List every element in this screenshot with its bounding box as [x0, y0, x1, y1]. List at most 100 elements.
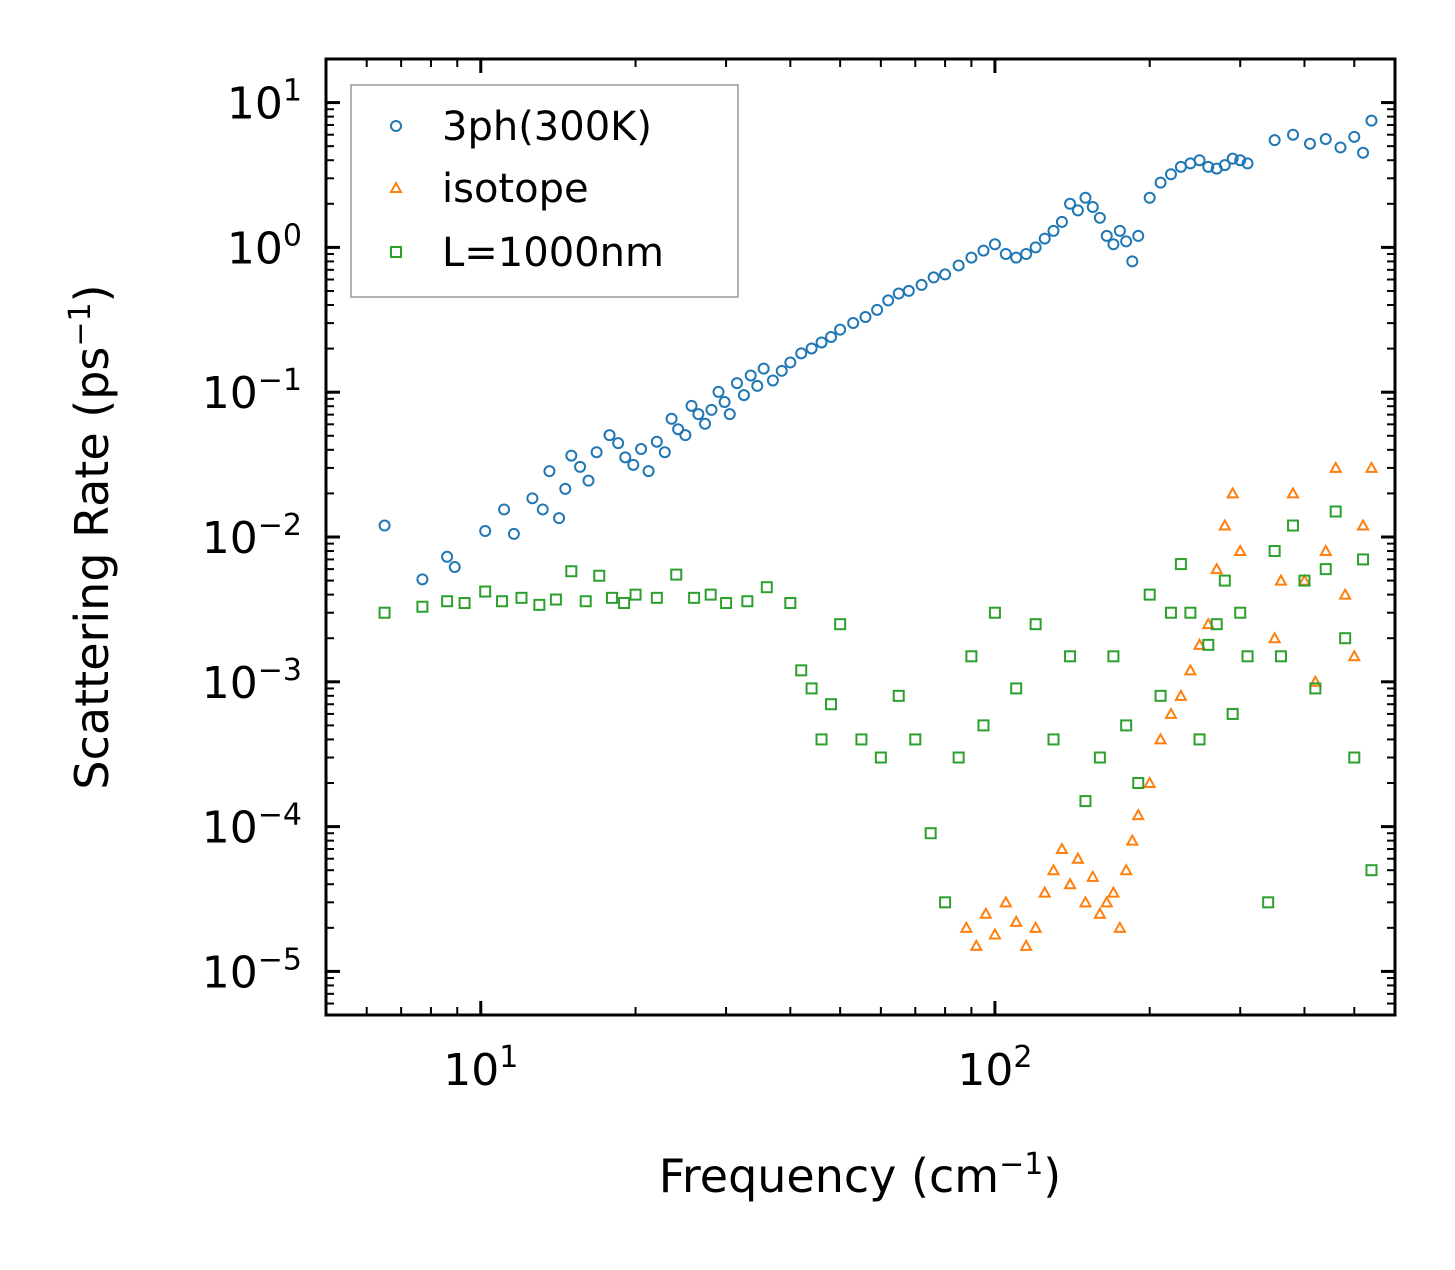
series-1: [959, 460, 1379, 951]
point-0-94: [1334, 141, 1347, 154]
point-2-56: [1226, 707, 1239, 720]
point-0-71: [1093, 211, 1106, 224]
point-0-58: [977, 244, 990, 257]
legend-entry-3ph: 3ph(300K): [390, 104, 652, 150]
point-2-59: [1262, 896, 1275, 909]
tick-labels: 101 102 101 100 10−1 10−2 10−3 10−4 10−5: [202, 74, 1033, 1096]
point-0-5: [498, 503, 511, 516]
point-2-54: [1210, 618, 1223, 631]
point-0-52: [902, 284, 915, 297]
point-1-15: [1093, 906, 1107, 919]
legend-marker-isotope: [389, 180, 403, 193]
point-1-14: [1086, 869, 1100, 882]
point-1-30: [1218, 518, 1232, 531]
y-tick-label: 10−3: [202, 653, 302, 709]
point-0-86: [1218, 159, 1231, 172]
legend-entry-isotope: isotope: [389, 166, 589, 212]
point-0-76: [1126, 255, 1139, 268]
point-0-49: [871, 303, 884, 316]
point-1-1: [969, 938, 983, 951]
point-0-8: [536, 503, 549, 516]
point-2-29: [874, 751, 887, 764]
point-2-22: [784, 597, 797, 610]
point-2-69: [1357, 553, 1370, 566]
point-0-37: [751, 379, 764, 392]
point-2-20: [741, 595, 754, 608]
point-0-96: [1357, 146, 1370, 159]
point-2-9: [565, 565, 578, 578]
point-2-3: [458, 597, 471, 610]
point-0-30: [705, 403, 718, 416]
point-2-41: [1064, 650, 1077, 663]
point-1-13: [1078, 895, 1093, 908]
y-tick-label: 10−5: [202, 942, 302, 998]
point-0-33: [723, 408, 736, 421]
point-2-46: [1132, 777, 1145, 790]
point-1-43: [1364, 460, 1379, 473]
point-2-58: [1241, 650, 1254, 663]
point-0-27: [685, 399, 698, 412]
point-0-31: [712, 385, 725, 398]
point-0-72: [1100, 229, 1113, 242]
point-0-90: [1268, 134, 1281, 147]
point-2-1: [416, 600, 429, 613]
point-1-7: [1028, 920, 1043, 933]
point-1-35: [1286, 486, 1300, 499]
point-0-50: [882, 294, 895, 307]
point-1-4: [999, 895, 1013, 908]
point-0-20: [635, 443, 648, 456]
point-2-28: [855, 733, 868, 746]
point-0-59: [988, 238, 1001, 251]
point-2-66: [1329, 505, 1342, 518]
point-0-67: [1064, 197, 1077, 210]
point-0-2: [441, 550, 454, 563]
point-0-64: [1038, 232, 1051, 245]
point-2-70: [1365, 864, 1378, 877]
point-0-74: [1113, 224, 1126, 237]
point-2-34: [952, 751, 965, 764]
point-0-66: [1055, 215, 1068, 228]
point-0-23: [658, 446, 671, 459]
legend-marker-boundary: [390, 246, 402, 258]
point-2-19: [720, 597, 733, 610]
point-1-23: [1153, 732, 1168, 745]
point-0-13: [574, 460, 587, 473]
point-2-21: [760, 581, 773, 594]
point-1-33: [1267, 631, 1282, 644]
y-tick-label: 10−4: [202, 798, 302, 854]
point-2-27: [834, 618, 847, 631]
y-tick-label: 10−2: [202, 508, 302, 564]
point-0-45: [825, 331, 838, 344]
point-2-2: [441, 595, 454, 608]
point-2-16: [670, 568, 683, 581]
point-1-19: [1119, 863, 1133, 876]
point-0-4: [479, 525, 492, 538]
legend: 3ph(300K) isotope L=1000nm: [350, 84, 739, 298]
point-0-47: [847, 317, 860, 330]
point-0-19: [627, 458, 640, 471]
point-0-22: [650, 435, 663, 448]
point-1-17: [1106, 885, 1121, 898]
point-2-8: [549, 593, 562, 606]
point-0-69: [1079, 191, 1092, 204]
point-0-40: [775, 364, 788, 377]
y-tick-label: 100: [227, 218, 302, 274]
point-1-5: [1009, 914, 1023, 927]
point-0-35: [737, 389, 750, 402]
point-2-42: [1079, 795, 1092, 808]
point-1-40: [1338, 587, 1352, 600]
point-0-61: [1010, 251, 1023, 264]
point-0-54: [927, 271, 940, 284]
x-axis-title: Frequency (cm−1): [659, 1147, 1062, 1203]
point-2-7: [533, 598, 546, 611]
point-0-44: [815, 336, 828, 349]
point-2-48: [1154, 689, 1167, 702]
point-0-41: [784, 356, 797, 369]
point-1-24: [1164, 706, 1178, 719]
point-2-55: [1218, 574, 1231, 587]
point-2-23: [795, 664, 808, 677]
point-2-68: [1348, 751, 1361, 764]
point-1-22: [1142, 775, 1157, 789]
point-1-27: [1192, 637, 1207, 650]
